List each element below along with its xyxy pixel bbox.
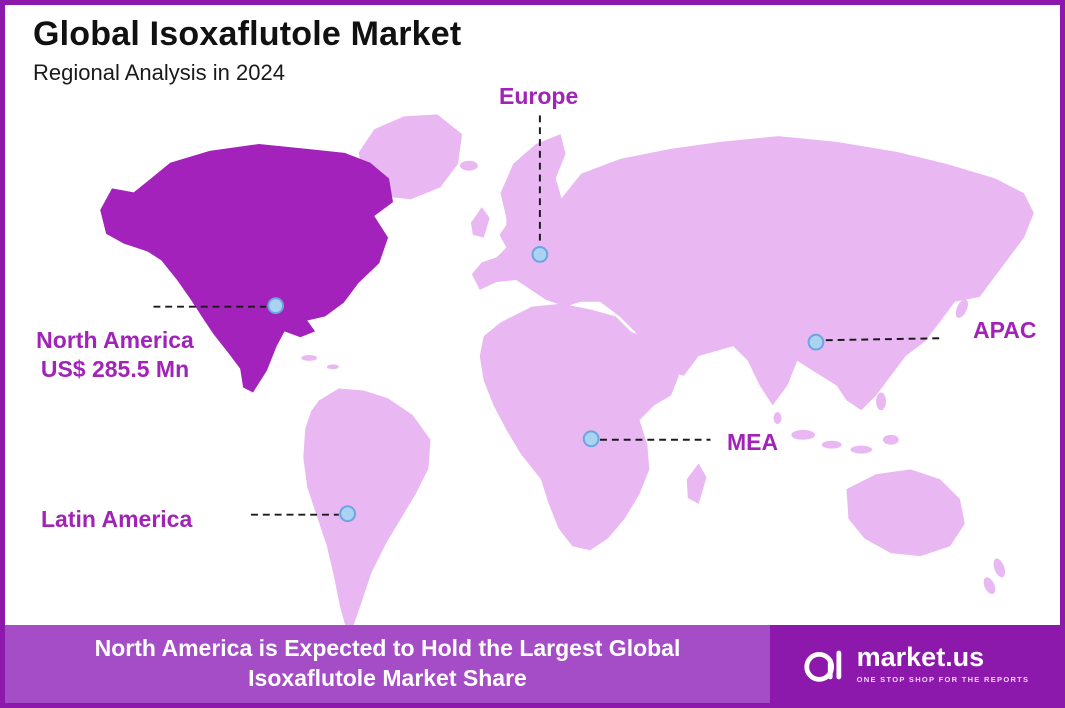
landmass-africa: [479, 303, 679, 551]
footer-banner-text: North America is Expected to Hold the La…: [5, 625, 770, 703]
landmass-new-zealand-1: [993, 558, 1006, 578]
landmass-indonesia-2: [821, 440, 842, 449]
label-latin-america: Latin America: [41, 506, 193, 532]
header: Global Isoxaflutole Market Regional Anal…: [33, 15, 461, 86]
marker-north-america: [267, 297, 285, 315]
brand-block: market.us ONE STOP SHOP FOR THE REPORTS: [770, 625, 1060, 703]
landmass-indonesia-3: [850, 445, 873, 454]
label-mea: MEA: [727, 429, 779, 455]
brand-name: market.us: [856, 642, 985, 672]
marker-latin-america: [339, 505, 357, 523]
market-us-logo-icon: [803, 650, 841, 682]
landmass-indonesia-1: [791, 429, 815, 440]
label-north-america-name: North America: [36, 327, 194, 353]
continent-north-america-highlight: [100, 144, 393, 393]
landmass-indonesia-4: [882, 434, 899, 445]
footer-text-line2: Isoxaflutole Market Share: [248, 665, 527, 691]
landmass-madagascar: [686, 463, 707, 504]
landmass-caribbean-1: [301, 354, 318, 361]
landmass-sri-lanka: [773, 412, 782, 424]
page-subtitle: Regional Analysis in 2024: [33, 60, 285, 85]
leader-line-apac: [825, 337, 943, 342]
world-map: [100, 114, 1034, 628]
marker-mea: [582, 430, 600, 448]
landmass-australia: [846, 469, 965, 557]
landmass-iceland: [460, 160, 478, 171]
landmass-south-america: [303, 388, 431, 628]
landmass-eurasia: [471, 134, 1034, 411]
label-europe: Europe: [499, 83, 579, 109]
landmass-japan-1: [944, 275, 958, 299]
page-title: Global Isoxaflutole Market: [33, 15, 462, 53]
footer-banner: North America is Expected to Hold the La…: [5, 625, 1060, 703]
landmass-uk: [470, 207, 490, 238]
landmass-japan-2: [955, 299, 968, 318]
brand-text: market.us ONE STOP SHOP FOR THE REPORTS: [856, 642, 1030, 685]
marker-europe: [531, 246, 549, 263]
landmass-caribbean-2: [326, 364, 339, 370]
landmass-new-zealand-2: [983, 577, 996, 594]
brand-tagline: ONE STOP SHOP FOR THE REPORTS: [856, 675, 1030, 684]
marker-apac: [807, 333, 825, 351]
label-apac: APAC: [973, 317, 1037, 343]
label-north-america-value: US$ 285.5 Mn: [40, 355, 190, 382]
footer-text-line1: North America is Expected to Hold the La…: [94, 635, 681, 662]
label-north-america: North America US$ 285.5 Mn: [15, 326, 215, 384]
landmass-philippines: [876, 392, 886, 411]
